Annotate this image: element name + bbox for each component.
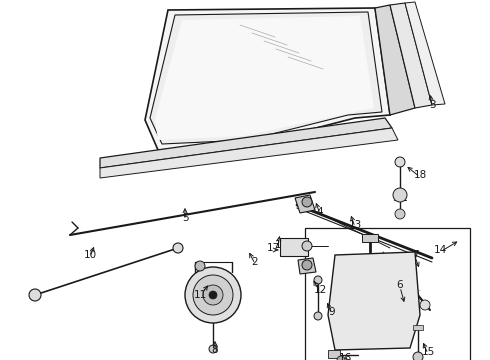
Text: 6: 6 [397,280,403,290]
Polygon shape [390,3,432,108]
Circle shape [302,197,312,207]
Text: 2: 2 [252,257,258,267]
Circle shape [29,289,41,301]
Text: 10: 10 [83,250,97,260]
Polygon shape [150,12,382,144]
Text: 17: 17 [267,243,280,253]
Circle shape [209,345,217,353]
Text: 15: 15 [421,347,435,357]
Text: 11: 11 [194,290,207,300]
Text: 7: 7 [412,250,418,260]
Polygon shape [155,16,374,140]
Circle shape [203,285,223,305]
Text: 13: 13 [348,220,362,230]
Text: 1: 1 [275,240,281,250]
Bar [305,228,470,360]
Bar [362,234,378,242]
Circle shape [413,352,423,360]
Polygon shape [405,2,445,105]
Text: 9: 9 [329,307,335,317]
Bar [413,325,423,330]
Circle shape [337,356,345,360]
Circle shape [185,267,241,323]
Circle shape [420,300,430,310]
Circle shape [173,243,183,253]
Circle shape [393,188,407,202]
Polygon shape [328,252,420,350]
Text: 3: 3 [429,100,435,110]
Circle shape [314,312,322,320]
Circle shape [395,209,405,219]
Circle shape [395,157,405,167]
Polygon shape [298,258,316,274]
Circle shape [193,275,233,315]
Text: 4: 4 [317,207,323,217]
Text: 16: 16 [339,353,352,360]
Circle shape [195,261,205,271]
Circle shape [209,291,217,299]
Polygon shape [375,5,415,115]
Text: 5: 5 [182,213,188,223]
Circle shape [314,276,322,284]
Circle shape [302,241,312,251]
Text: 8: 8 [212,345,219,355]
Text: 12: 12 [314,285,327,295]
Polygon shape [295,195,315,213]
Bar [280,238,308,256]
Polygon shape [100,118,392,168]
Circle shape [302,260,312,270]
Text: 14: 14 [433,245,446,255]
Polygon shape [100,128,398,178]
Polygon shape [145,8,390,150]
Bar [328,350,340,358]
Text: 18: 18 [414,170,427,180]
